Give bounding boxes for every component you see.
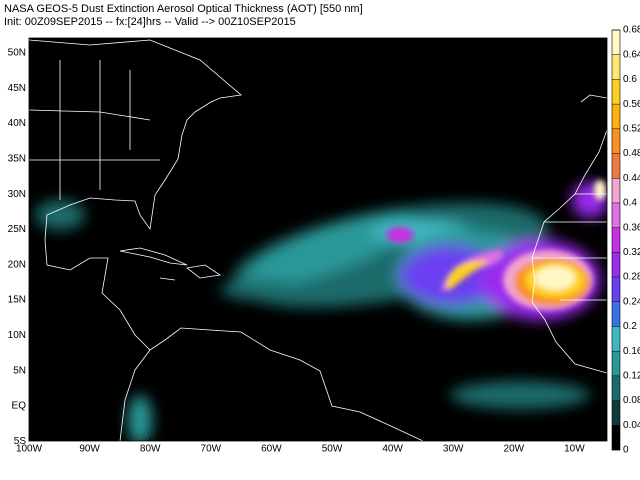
colorbar-segment [612,277,620,302]
colorbar-segment [612,202,620,228]
coastlines [29,39,607,441]
colorbar-label: 0.04 [623,420,640,431]
colorbar-label: 0.44 [623,173,640,184]
colorbar: 0 0.04 0.08 0.12 0.16 0.2 0.24 0.28 0.32 0.36 0.4 0… [611,25,640,456]
colorbar-segment [612,104,620,129]
colorbar-segment [612,79,620,105]
lat-label: 45N [8,83,26,94]
lon-label: 10W [564,444,585,455]
colorbar-segment [612,54,620,80]
lat-label: 30N [8,189,26,200]
colorbar-label: 0 [623,445,629,456]
colorbar-segment [612,178,620,203]
colorbar-label: 0.12 [623,371,640,382]
lon-label: 50W [322,444,343,455]
lat-label: 20N [8,259,26,270]
colorbar-label: 0.68 [623,25,640,36]
colorbar-segment [612,153,620,179]
lon-label: 20W [504,444,525,455]
colorbar-label: 0.64 [623,49,640,60]
colorbar-segment [612,351,620,376]
lat-label: 35N [8,154,26,165]
lat-label: 15N [8,295,26,306]
colorbar-label: 0.28 [623,272,640,283]
colorbar-frame [611,29,621,451]
colorbar-segment [612,227,620,253]
colorbar-segment [612,400,620,426]
lon-label: 60W [261,444,282,455]
lat-label: 50N [8,48,26,59]
colorbar-segment [612,425,620,450]
lon-label: 80W [140,444,161,455]
colorbar-label: 0.24 [623,296,640,307]
colorbar-segment [612,375,620,401]
colorbar-label: 0.52 [623,123,640,134]
colorbar-label: 0.56 [623,99,640,110]
title: NASA GEOS-5 Dust Extinction Aerosol Opti… [4,3,363,15]
lon-label: 30W [443,444,464,455]
colorbar-label: 0.32 [623,247,640,258]
lat-label: 10N [8,330,26,341]
map [29,38,607,441]
lon-label: 70W [201,444,222,455]
dust-plume [35,180,607,441]
colorbar-segment [612,252,620,278]
subtitle: Init: 00Z09SEP2015 -- fx:[24]hrs -- Vali… [4,16,296,28]
colorbar-label: 0.08 [623,395,640,406]
lat-label: 25N [8,224,26,235]
colorbar-segment [612,326,620,352]
lat-label: 5S [14,436,27,447]
lat-label: EQ [12,401,27,412]
colorbar-label: 0.4 [623,198,637,209]
colorbar-label: 0.6 [623,74,637,85]
colorbar-segment [612,301,620,327]
colorbar-segment [612,128,620,154]
colorbar-segment [612,30,620,55]
lon-label: 40W [382,444,403,455]
lat-label: 40N [8,118,26,129]
map-frame [28,37,608,442]
colorbar-label: 0.36 [623,222,640,233]
colorbar-label: 0.2 [623,321,637,332]
lon-label: 100W [16,444,43,455]
colorbar-label: 0.16 [623,346,640,357]
lon-label: 90W [79,444,100,455]
lat-label: 5N [13,365,26,376]
colorbar-label: 0.48 [623,148,640,159]
